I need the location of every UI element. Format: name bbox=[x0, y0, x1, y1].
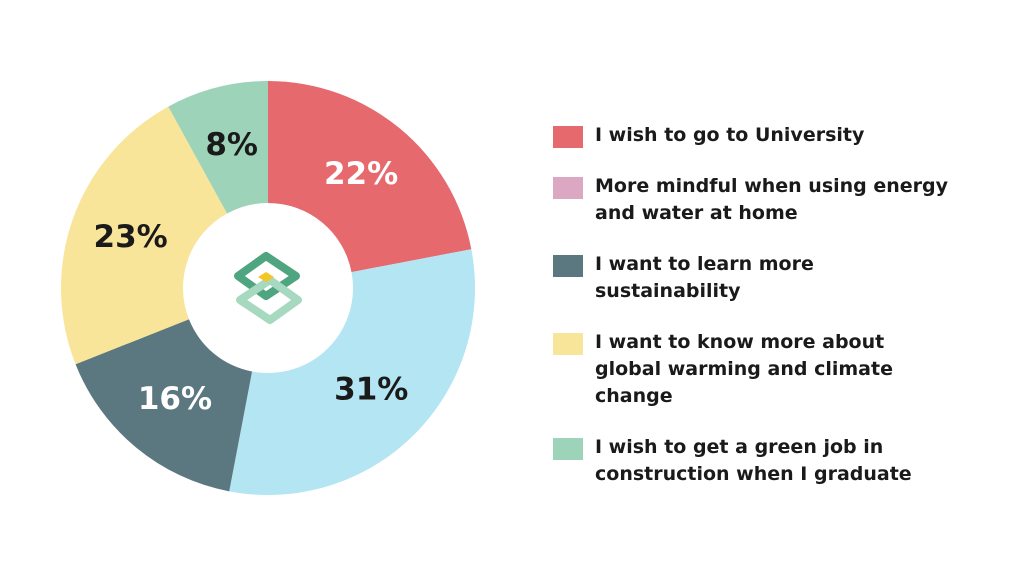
legend-swatch bbox=[553, 177, 583, 199]
slice bbox=[168, 81, 268, 214]
legend-swatch bbox=[553, 255, 583, 277]
legend-swatch bbox=[553, 438, 583, 460]
legend-swatch bbox=[553, 333, 583, 355]
slice-label: 22% bbox=[324, 156, 398, 192]
slice bbox=[60, 106, 228, 365]
legend-item: I want to learn more sustainability bbox=[553, 251, 993, 305]
slice-label: 31% bbox=[334, 372, 408, 408]
slice-label: 23% bbox=[94, 219, 168, 255]
legend-label: I wish to go to University bbox=[595, 124, 865, 146]
slice-label: 8% bbox=[205, 127, 258, 163]
legend-item: I wish to go to University bbox=[553, 122, 993, 149]
legend-swatch bbox=[553, 126, 583, 148]
legend-label: More mindful when using energy and water… bbox=[595, 175, 949, 224]
legend-label: I want to know more about global warming… bbox=[595, 331, 893, 407]
legend: I wish to go to University More mindful w… bbox=[553, 122, 993, 512]
center-logo bbox=[234, 252, 302, 324]
legend-label: I want to learn more sustainability bbox=[595, 253, 814, 302]
legend-item: I want to know more about global warming… bbox=[553, 329, 993, 410]
legend-item: I wish to get a green job in constructio… bbox=[553, 434, 993, 488]
slice bbox=[229, 249, 475, 496]
slice bbox=[75, 319, 253, 492]
legend-item: More mindful when using energy and water… bbox=[553, 173, 993, 227]
slice bbox=[268, 81, 472, 273]
slice-label: 16% bbox=[138, 381, 212, 417]
legend-label: I wish to get a green job in constructio… bbox=[595, 436, 912, 485]
